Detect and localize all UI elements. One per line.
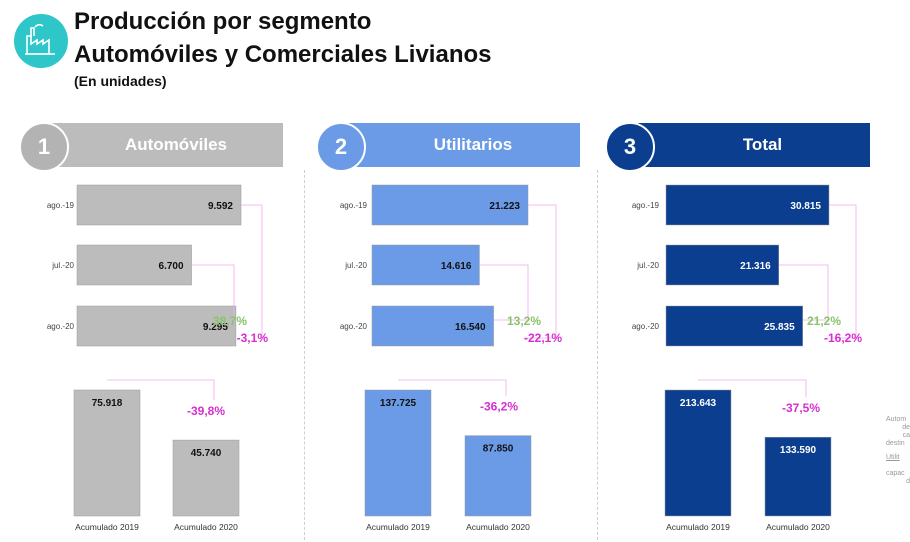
- month-bar-value: 9.295: [203, 322, 228, 333]
- cumulative-connector: [107, 379, 215, 401]
- month-bar-value: 16.540: [455, 322, 486, 333]
- month-tick-label: jul.-20: [636, 261, 659, 270]
- banner-utilitarios: 2 Utilitarios: [316, 122, 580, 172]
- month-bar-value: 21.316: [740, 261, 771, 272]
- month-tick-label: ago.-19: [632, 201, 660, 210]
- month-tick-label: ago.-20: [47, 322, 75, 331]
- month-bar: [76, 305, 237, 347]
- month-tick-label: ago.-19: [47, 201, 75, 210]
- cumulative-tick-label: Acumulado 2020: [174, 522, 238, 532]
- cumulative-bar: [664, 389, 732, 517]
- month-tick-label: ago.-20: [632, 322, 660, 331]
- month-bar-value: 21.223: [489, 201, 520, 212]
- banner-number: 2: [316, 122, 366, 172]
- cumulative-tick-label: Acumulado 2019: [666, 522, 730, 532]
- side-note-line: de: [902, 424, 910, 431]
- decline-label: -22,1%: [524, 331, 562, 345]
- cumulative-bar-value: 45.740: [191, 448, 222, 459]
- cumulative-change-label: -36,2%: [480, 400, 518, 414]
- month-tick-label: jul.-20: [51, 261, 74, 270]
- cumulative-connector: [698, 379, 807, 398]
- banner-bar: [49, 123, 283, 167]
- growth-label: 38,7%: [213, 314, 247, 328]
- cumulative-bar: [172, 439, 240, 517]
- growth-label: 21,2%: [807, 314, 841, 328]
- month-bar: [371, 305, 494, 347]
- decline-label: -3,1%: [237, 331, 269, 345]
- cumulative-tick-label: Acumulado 2019: [75, 522, 139, 532]
- side-note-line: ca: [902, 432, 910, 439]
- month-tick-label: ago.-20: [340, 322, 368, 331]
- cumulative-tick-label: Acumulado 2020: [766, 522, 830, 532]
- page-subtitle: Automóviles y Comerciales Livianos: [74, 41, 492, 68]
- side-note-line: Autom: [886, 416, 907, 423]
- side-note: Autom de ca destin Utilit capac d: [886, 416, 910, 486]
- banner-label: Total: [742, 135, 783, 154]
- decline-connector: [829, 204, 857, 339]
- page-title: Producción por segmento: [74, 8, 372, 35]
- banner-number: 1: [19, 122, 69, 172]
- banner-automoviles: 1 Automóviles: [19, 122, 283, 172]
- banner-bar: [346, 123, 580, 167]
- banner-label: Automóviles: [124, 135, 228, 154]
- cumulative-bar: [73, 389, 141, 517]
- month-bar-value: 6.700: [159, 261, 184, 272]
- month-bar: [371, 184, 529, 226]
- panel-divider: [597, 170, 598, 540]
- banner-total: 3 Total: [605, 122, 870, 172]
- cumulative-bar-value: 133.590: [780, 445, 817, 456]
- month-tick-label: ago.-19: [340, 201, 368, 210]
- cumulative-bar-value: 137.725: [380, 398, 417, 409]
- decline-connector: [523, 204, 557, 339]
- cumulative-bar-value: 213.643: [680, 398, 717, 409]
- growth-connector: [479, 264, 529, 321]
- month-bar-value: 14.616: [441, 261, 472, 272]
- cumulative-tick-label: Acumulado 2020: [466, 522, 530, 532]
- decline-connector: [241, 204, 266, 339]
- month-bar-value: 25.835: [764, 322, 795, 333]
- cumulative-bar-value: 87.850: [483, 444, 514, 455]
- cumulative-bar-value: 75.918: [92, 398, 123, 409]
- cumulative-bar: [464, 435, 532, 517]
- month-bar: [76, 184, 242, 226]
- cumulative-bar: [764, 436, 832, 517]
- banner-number: 3: [605, 122, 655, 172]
- month-bar: [371, 244, 480, 286]
- month-tick-label: jul.-20: [344, 261, 367, 270]
- side-note-line: destin: [886, 440, 905, 447]
- side-note-line: d: [906, 478, 910, 485]
- cumulative-bar: [364, 389, 432, 517]
- month-bar: [665, 244, 780, 286]
- month-bar-value: 30.815: [790, 201, 821, 212]
- cumulative-change-label: -37,5%: [782, 401, 820, 415]
- units-note: (En unidades): [74, 73, 167, 89]
- month-bar: [76, 244, 192, 286]
- cumulative-change-label: -39,8%: [187, 404, 225, 418]
- month-bar-value: 9.592: [208, 201, 233, 212]
- side-note-line: capac: [886, 470, 905, 477]
- month-bar: [665, 305, 803, 347]
- growth-label: 13,2%: [507, 314, 541, 328]
- cumulative-connector: [398, 379, 507, 396]
- side-note-line: Utilit: [886, 454, 900, 461]
- panel-divider: [304, 170, 305, 540]
- factory-logo-icon: [14, 14, 68, 68]
- decline-label: -16,2%: [824, 331, 862, 345]
- banner-label: Utilitarios: [433, 135, 513, 154]
- cumulative-tick-label: Acumulado 2019: [366, 522, 430, 532]
- growth-connector: [191, 264, 236, 321]
- banner-bar: [635, 123, 870, 167]
- growth-connector: [778, 264, 829, 321]
